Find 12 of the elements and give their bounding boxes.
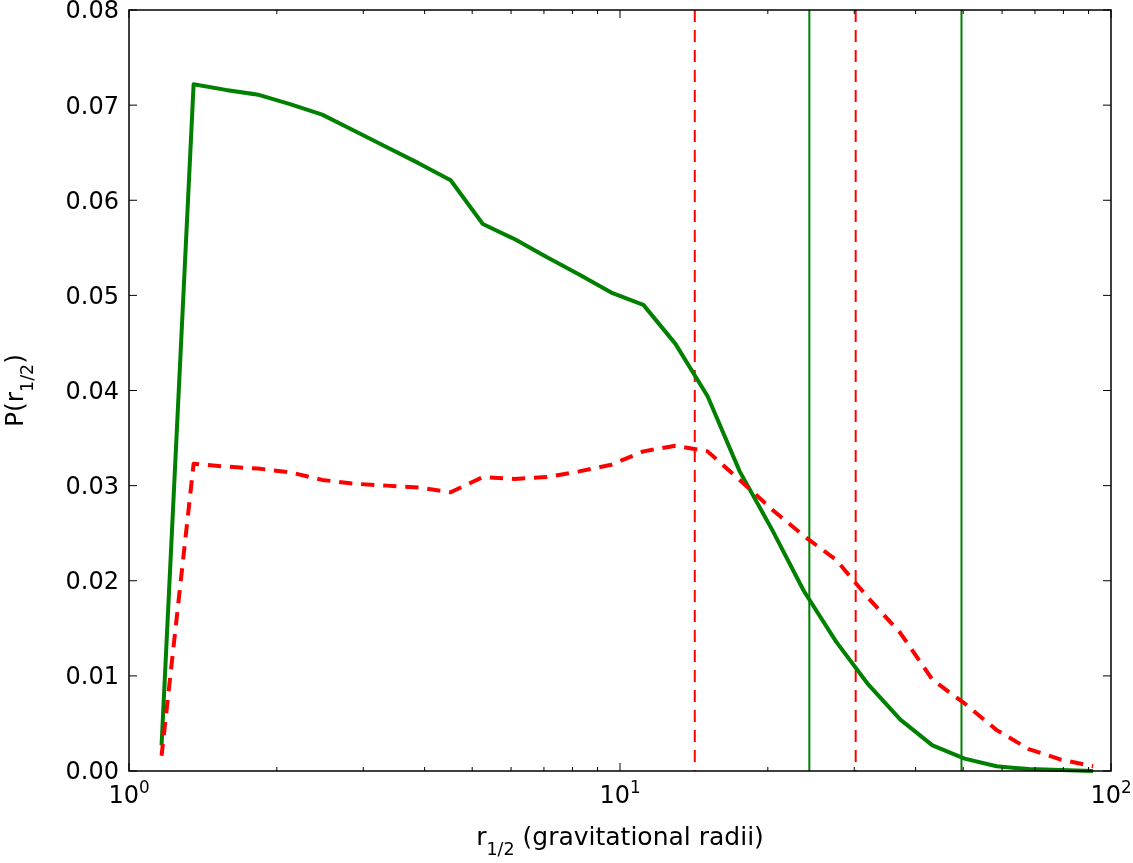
y-tick-label: 0.06 [65,186,119,215]
y-tick-label: 0.00 [65,757,119,786]
x-tick-label: 10$^{2}$ [1090,777,1132,809]
x-tick-label: 10$^{1}$ [599,777,641,809]
y-tick-label: 0.01 [65,662,119,691]
y-tick-label: 0.04 [65,376,119,405]
y-tick-label: 0.05 [65,281,119,310]
y-tick-label: 0.08 [65,0,119,25]
y-tick-label: 0.03 [65,472,119,501]
x-axis-title: r$_{1/2}$ (gravitational radii) [476,822,764,859]
y-tick-label: 0.07 [65,91,119,120]
y-tick-label: 0.02 [65,567,119,596]
